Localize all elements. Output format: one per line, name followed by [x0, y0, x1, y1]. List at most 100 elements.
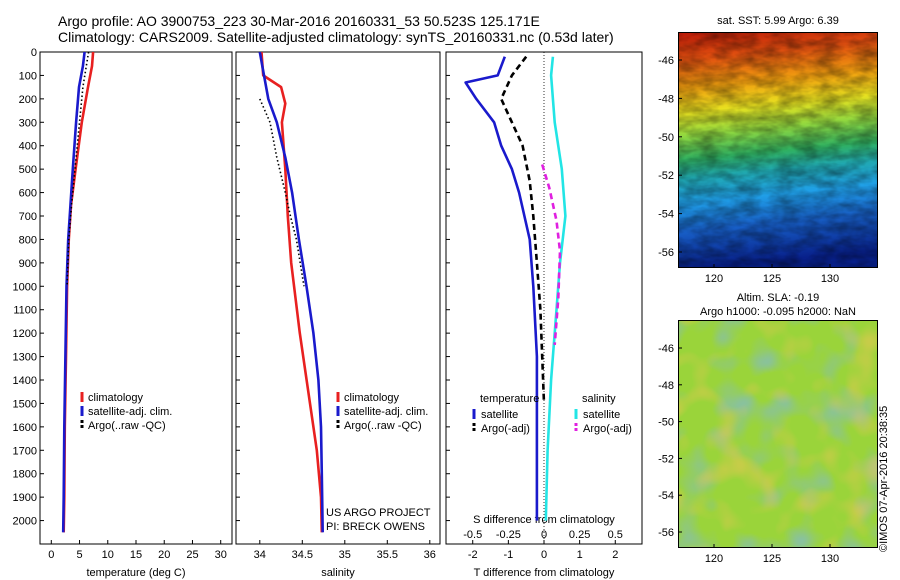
- depth-tick-label: 800: [19, 234, 37, 246]
- depth-tick-label: 1700: [13, 445, 37, 457]
- depth-tick-label: 0: [31, 47, 37, 59]
- s-tick-label: 0.5: [608, 529, 623, 541]
- map-y-tick-label: -52: [658, 453, 674, 465]
- imos-credit: ©IMOS 07-Apr-2016 20:38:35: [878, 405, 890, 552]
- legend-title-temperature: temperature: [480, 393, 539, 405]
- depth-tick-label: 1500: [13, 398, 37, 410]
- s-tick-label: -0.5: [463, 529, 482, 541]
- map-y-tick-label: -50: [658, 417, 674, 429]
- x-tick-label: 1: [577, 549, 583, 561]
- x-tick-label: 25: [186, 549, 198, 561]
- x-tick-label: 30: [215, 549, 227, 561]
- legend-entry: satellite: [583, 409, 620, 421]
- series-line: [259, 98, 305, 287]
- map-y-tick-label: -46: [658, 343, 674, 355]
- depth-tick-label: 1600: [13, 422, 37, 434]
- legend-entry: climatology: [88, 392, 144, 404]
- depth-tick-label: 400: [19, 141, 37, 153]
- x-tick-label: -2: [468, 549, 478, 561]
- sla-map: [678, 320, 878, 548]
- map-x-tick-label: 120: [705, 553, 723, 565]
- s-tick-label: -0.25: [496, 529, 521, 541]
- map-x-tick-label: 130: [821, 273, 839, 285]
- depth-tick-label: 1000: [13, 281, 37, 293]
- depth-tick-label: 500: [19, 164, 37, 176]
- depth-tick-label: 200: [19, 94, 37, 106]
- series-line: [260, 52, 324, 533]
- series-line: [61, 52, 86, 533]
- map-y-tick-label: -56: [658, 247, 674, 259]
- map-x-tick-label: 125: [763, 553, 781, 565]
- series-line: [544, 56, 567, 521]
- map-y-tick-label: -50: [658, 132, 674, 144]
- s-tick-label: 0: [541, 529, 547, 541]
- s-axis-label: S difference from climatology: [473, 514, 615, 526]
- depth-tick-label: 1800: [13, 469, 37, 481]
- map-y-tick-label: -54: [658, 490, 674, 502]
- profile-panel-3: -2 -1 0 1 2 T difference from climatology -0.5…: [445, 51, 643, 579]
- series-line: [464, 56, 539, 521]
- depth-tick-label: 1900: [13, 492, 37, 504]
- x-tick-label: -1: [503, 549, 513, 561]
- depth-tick-label: 300: [19, 117, 37, 129]
- depth-tick-label: 100: [19, 70, 37, 82]
- x-tick-label: 20: [158, 549, 170, 561]
- sla-map-title-line2: Argo h1000: -0.095 h2000: NaN: [700, 306, 856, 318]
- depth-tick-label: 2000: [13, 516, 37, 528]
- profile-title: Argo profile: AO 3900753_223 30-Mar-2016…: [58, 13, 540, 29]
- depth-tick-label: 1400: [13, 375, 37, 387]
- climatology-title: Climatology: CARS2009. Satellite-adjuste…: [58, 29, 614, 45]
- x-axis-label: T difference from climatology: [474, 567, 615, 579]
- series-line: [258, 52, 324, 533]
- map-y-tick-label: -54: [658, 209, 674, 221]
- legend-entry: Argo(-adj): [583, 423, 632, 435]
- x-tick-label: 0: [541, 549, 547, 561]
- project-annotation: PI: BRECK OWENS: [326, 521, 425, 533]
- x-tick-label: 2: [612, 549, 618, 561]
- project-annotation: US ARGO PROJECT: [326, 507, 431, 519]
- x-axis-label: temperature (deg C): [86, 567, 185, 579]
- depth-tick-label: 900: [19, 258, 37, 270]
- depth-tick-label: 600: [19, 188, 37, 200]
- map-y-tick-label: -52: [658, 170, 674, 182]
- legend-entry: Argo(..raw -QC): [344, 420, 422, 432]
- depth-tick-label: 700: [19, 211, 37, 223]
- sst-map-title: sat. SST: 5.99 Argo: 6.39: [717, 15, 839, 27]
- x-tick-label: 15: [130, 549, 142, 561]
- map-x-tick-label: 120: [705, 273, 723, 285]
- profile-panel-2: 34 34.5 35 35.5 36 salinity climatology satelli…: [235, 51, 441, 579]
- depth-tick-label: 1100: [13, 305, 37, 317]
- x-tick-label: 35.5: [377, 549, 398, 561]
- x-tick-label: 5: [76, 549, 82, 561]
- depth-tick-label: 1200: [13, 328, 37, 340]
- legend-entry: Argo(-adj): [481, 423, 530, 435]
- legend-entry: climatology: [344, 392, 400, 404]
- series-line: [540, 164, 562, 345]
- series-line: [499, 55, 546, 404]
- x-tick-label: 10: [102, 549, 114, 561]
- x-tick-label: 0: [48, 549, 54, 561]
- map-y-tick-label: -48: [658, 93, 674, 105]
- legend-title-salinity: salinity: [582, 393, 616, 405]
- x-tick-label: 34: [254, 549, 266, 561]
- legend-entry: satellite-adj. clim.: [344, 406, 428, 418]
- map-y-tick-label: -48: [658, 380, 674, 392]
- map-x-tick-label: 130: [821, 553, 839, 565]
- legend-entry: Argo(..raw -QC): [88, 420, 166, 432]
- legend-entry: satellite: [481, 409, 518, 421]
- depth-tick-label: 1300: [13, 352, 37, 364]
- sst-map: [678, 32, 878, 268]
- x-tick-label: 36: [424, 549, 436, 561]
- map-y-tick-label: -56: [658, 527, 674, 539]
- x-axis-label: salinity: [321, 567, 355, 579]
- panel-frame: [235, 51, 441, 545]
- s-tick-label: 0.25: [569, 529, 590, 541]
- x-tick-label: 34.5: [292, 549, 313, 561]
- x-tick-label: 35: [339, 549, 351, 561]
- map-x-tick-label: 125: [763, 273, 781, 285]
- sla-map-title-line1: Altim. SLA: -0.19: [736, 292, 820, 304]
- legend-entry: satellite-adj. clim.: [88, 406, 172, 418]
- profile-panel-1: 0100200300400500600700800900100011001200…: [13, 47, 233, 579]
